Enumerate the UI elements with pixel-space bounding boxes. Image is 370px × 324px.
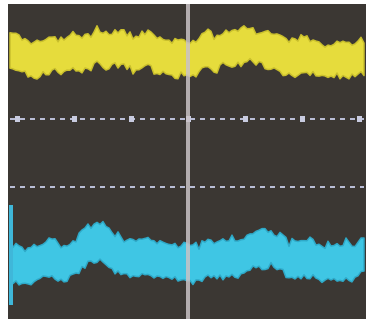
- oscilloscope-screen: [0, 0, 370, 324]
- graticule-tick: [72, 116, 77, 122]
- graticule-tick: [243, 116, 248, 122]
- cyan-edge: [9, 205, 13, 305]
- graticule-tick: [129, 116, 134, 122]
- graticule-tick: [357, 116, 362, 122]
- graticule-tick: [15, 116, 20, 122]
- page: (() => { const NS = 'http://www.w3.org/2…: [0, 0, 370, 324]
- center-vertical-line: [186, 4, 190, 319]
- graticule-tick: [300, 116, 305, 122]
